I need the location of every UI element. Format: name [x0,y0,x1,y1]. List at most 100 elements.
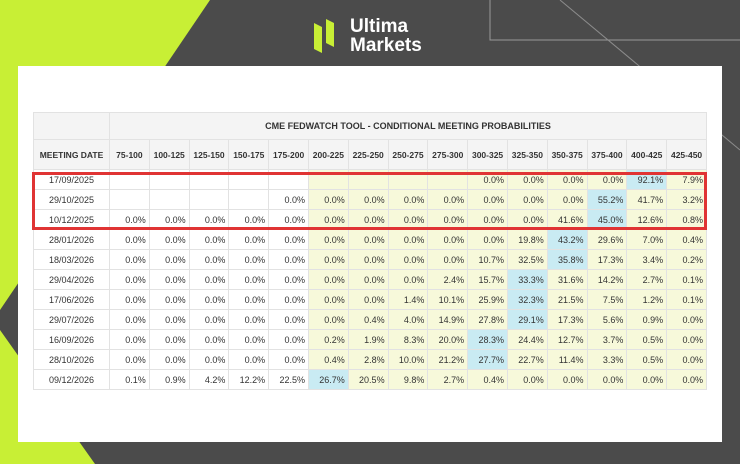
probability-cell: 3.3% [586,349,628,370]
probability-cell: 9.8% [387,369,429,390]
probability-cell: 0.0% [546,189,588,210]
probability-cell [109,189,150,210]
column-header-row: MEETING DATE 75-100 100-125 125-150 150-175… [33,139,707,170]
probability-cell: 0.0% [268,349,309,370]
probability-cell: 11.4% [546,349,588,370]
probability-cell: 0.0% [148,329,190,350]
probability-cell: 0.0% [506,209,548,230]
meeting-date-cell: 28/01/2026 [33,229,110,250]
probability-cell: 0.0% [148,229,190,250]
probability-cell: 0.0% [228,229,270,250]
probability-cell: 0.0% [148,249,190,270]
probability-cell: 0.0% [307,289,349,310]
probability-cell: 0.0% [387,209,429,230]
probability-cell [228,189,270,210]
probability-cell: 0.0% [188,229,230,250]
probability-cell: 0.0% [188,329,230,350]
probability-cell: 0.0% [467,189,508,210]
meeting-date-cell: 18/03/2026 [33,249,110,270]
probability-cell: 0.0% [188,309,230,330]
probability-cell: 0.0% [228,249,270,270]
probability-cell: 0.0% [307,229,349,250]
probability-cell: 2.8% [347,349,389,370]
probability-cell: 0.2% [666,249,707,270]
probability-cell: 0.8% [666,209,707,230]
probability-cell: 32.5% [506,249,548,270]
probability-cell: 0.0% [109,269,150,290]
probability-cell: 22.7% [506,349,548,370]
probability-cell: 0.0% [387,269,429,290]
probability-cell: 33.3% [506,269,548,290]
probability-cell [268,169,309,190]
table-row: 16/09/2026 0.0% 0.0% 0.0% 0.0% 0.0% 0.2% 1.9% 8.… [33,329,707,350]
probability-cell: 0.5% [626,349,668,370]
probability-cell: 4.2% [188,369,230,390]
probability-cell: 0.0% [109,249,150,270]
probability-cell: 14.9% [427,309,469,330]
probability-cell: 0.0% [506,169,548,190]
probability-cell: 14.2% [586,269,628,290]
probability-cell: 17.3% [546,309,588,330]
table-row: 29/04/2026 0.0% 0.0% 0.0% 0.0% 0.0% 0.0% 0.0% 0.… [33,269,707,290]
probability-cell: 29.6% [586,229,628,250]
probability-cell [188,189,230,210]
rate-range-header: 425-450 [666,139,707,170]
probability-cell: 0.0% [148,209,190,230]
probability-cell: 0.0% [307,189,349,210]
probability-cell: 0.5% [626,329,668,350]
probability-cell: 1.2% [626,289,668,310]
probability-cell: 0.0% [467,229,508,250]
probability-cell: 0.0% [347,229,389,250]
probability-cell [109,169,150,190]
ultima-markets-logo: Ultima Markets [312,16,422,56]
probability-cell: 10.0% [387,349,429,370]
probability-cell: 0.0% [347,189,389,210]
probability-cell [347,169,389,190]
probability-cell: 0.0% [109,309,150,330]
probability-cell: 0.0% [307,209,349,230]
probability-cell: 0.0% [188,269,230,290]
probability-cell: 0.0% [148,309,190,330]
probability-cell: 0.4% [307,349,349,370]
probability-cell: 55.2% [586,189,628,210]
probability-cell: 0.0% [427,229,469,250]
probability-cell: 0.0% [268,289,309,310]
probability-cell: 0.0% [427,209,469,230]
probability-cell: 15.7% [467,269,508,290]
table-row: 29/10/2025 0.0% 0.0% 0.0% 0.0% 0.0% 0.0% 0.0% 0.… [33,189,707,210]
meeting-date-header: MEETING DATE [33,139,110,170]
probability-cell: 0.0% [148,269,190,290]
table-row: 28/01/2026 0.0% 0.0% 0.0% 0.0% 0.0% 0.0% 0.0% 0.… [33,229,707,250]
probability-cell: 0.0% [268,329,309,350]
probability-cell: 19.8% [506,229,548,250]
probability-cell: 27.7% [467,349,508,370]
probability-cell [188,169,230,190]
meeting-date-cell: 09/12/2026 [33,369,110,390]
probability-cell: 0.0% [109,209,150,230]
probability-cell: 0.0% [666,309,707,330]
rate-range-header: 150-175 [228,139,270,170]
probability-cell: 32.3% [506,289,548,310]
probability-cell: 0.0% [347,209,389,230]
table-row: 18/03/2026 0.0% 0.0% 0.0% 0.0% 0.0% 0.0% 0.0% 0.… [33,249,707,270]
probability-cell: 0.0% [228,349,270,370]
brand-name-line1: Ultima [350,16,409,37]
probability-cell: 0.2% [307,329,349,350]
probability-cell [427,169,469,190]
probability-cell: 0.0% [347,269,389,290]
rate-range-header: 175-200 [268,139,309,170]
probability-cell: 0.0% [307,309,349,330]
probability-cell: 0.0% [228,269,270,290]
probability-cell: 0.0% [506,369,548,390]
probability-cell: 41.7% [626,189,668,210]
corner-cell [33,112,110,140]
probability-cell: 0.0% [387,189,429,210]
probability-cell: 7.0% [626,229,668,250]
probability-cell: 12.2% [228,369,270,390]
probability-cell: 1.9% [347,329,389,350]
probability-cell: 0.0% [188,289,230,310]
probability-cell: 21.2% [427,349,469,370]
rate-range-header: 225-250 [347,139,389,170]
probability-cell: 20.5% [347,369,389,390]
meeting-date-cell: 10/12/2025 [33,209,110,230]
